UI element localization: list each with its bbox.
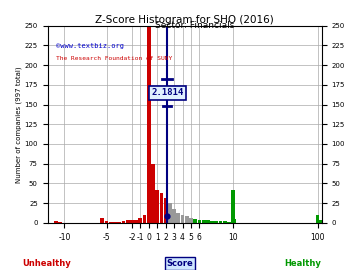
Bar (202, 220, 206, 223)
Bar (189, 218, 193, 223)
Bar (215, 221, 218, 223)
Text: 2.1814: 2.1814 (152, 88, 184, 97)
Text: Healthy: Healthy (284, 259, 321, 268)
Title: Z-Score Histogram for SHO (2016): Z-Score Histogram for SHO (2016) (95, 15, 274, 25)
Bar (130, 220, 134, 223)
Bar (164, 198, 167, 223)
Bar (147, 26, 151, 223)
Bar (316, 215, 319, 223)
Bar (139, 218, 142, 223)
Bar (232, 219, 235, 223)
Bar (109, 222, 113, 223)
Bar (168, 203, 172, 223)
Text: Unhealthy: Unhealthy (22, 259, 71, 268)
Bar (176, 212, 180, 223)
Text: Sector: Financials: Sector: Financials (155, 21, 234, 30)
Bar (105, 221, 108, 223)
Bar (206, 220, 210, 223)
Text: The Research Foundation of SUNY: The Research Foundation of SUNY (56, 56, 172, 61)
Bar (54, 221, 58, 223)
Bar (185, 217, 189, 223)
Bar (198, 220, 201, 223)
Bar (113, 222, 117, 223)
Bar (58, 222, 62, 223)
Bar (117, 222, 121, 223)
Bar (155, 190, 159, 223)
Bar (143, 215, 147, 223)
Y-axis label: Number of companies (997 total): Number of companies (997 total) (15, 66, 22, 183)
Bar (231, 190, 235, 223)
Text: ©www.textbiz.org: ©www.textbiz.org (56, 43, 124, 49)
Bar (134, 220, 138, 223)
Bar (219, 221, 222, 223)
Text: Score: Score (167, 259, 193, 268)
Bar (318, 220, 321, 223)
Bar (100, 218, 104, 223)
Bar (181, 215, 184, 223)
Bar (193, 219, 197, 223)
Bar (227, 222, 231, 223)
Bar (223, 221, 227, 223)
Bar (210, 221, 214, 223)
Bar (126, 220, 130, 223)
Bar (159, 193, 163, 223)
Bar (151, 164, 155, 223)
Bar (172, 209, 176, 223)
Bar (122, 221, 125, 223)
